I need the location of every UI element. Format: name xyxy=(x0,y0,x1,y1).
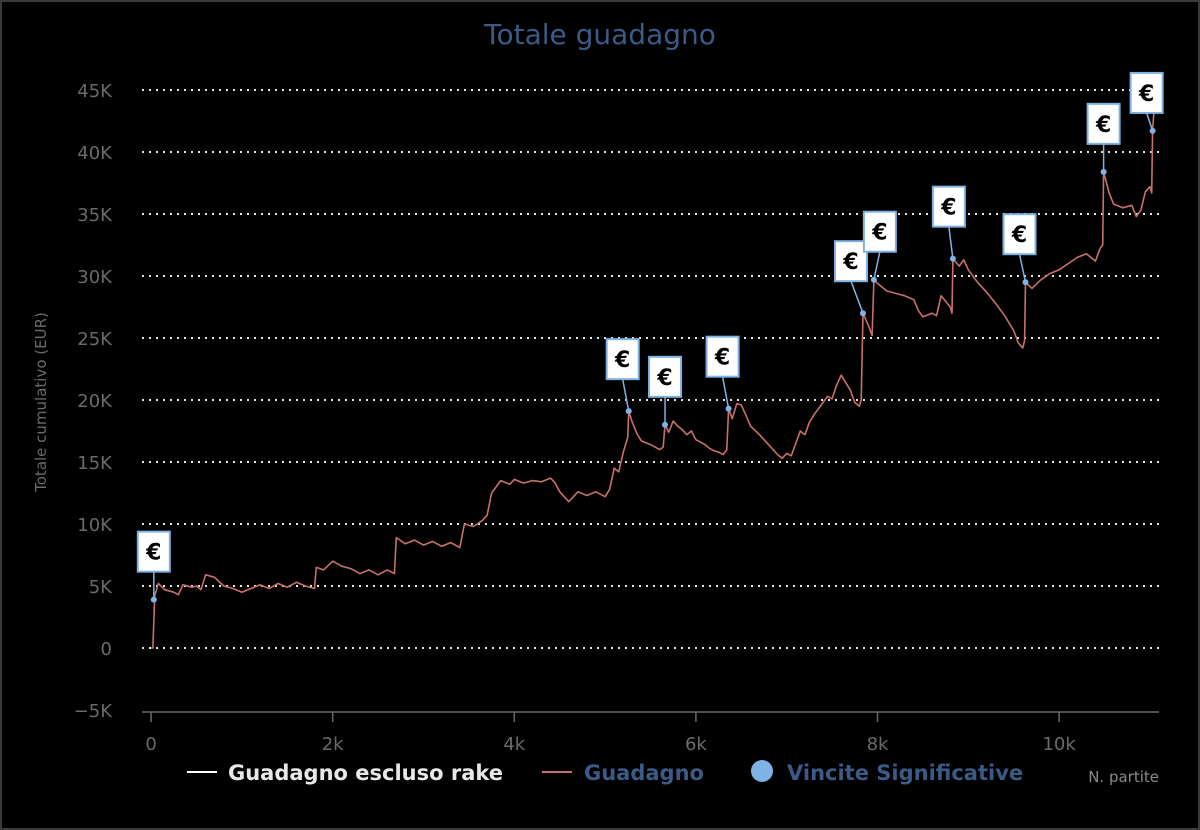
flag-label: € xyxy=(842,250,858,275)
plot-area: € € € € € € € € € € xyxy=(136,71,1164,649)
series-line-guadagno xyxy=(151,89,1159,649)
significant-win-point[interactable] xyxy=(625,408,632,415)
flag-label: € xyxy=(1011,223,1027,248)
significant-win-flag[interactable]: € xyxy=(1086,102,1121,175)
y-tick-label: 10K xyxy=(77,515,113,536)
significant-win-flag[interactable]: € xyxy=(605,338,640,415)
y-tick-label: 20K xyxy=(77,391,113,412)
y-tick-label: 0 xyxy=(101,639,112,660)
significant-win-point[interactable] xyxy=(150,596,157,603)
flag-box xyxy=(833,240,868,283)
flag-box xyxy=(1129,71,1164,114)
legend: Guadagno escluso rake Guadagno Vincite Sig… xyxy=(187,760,1023,785)
x-axis-title: N. partite xyxy=(1088,768,1159,786)
flag-label: € xyxy=(1138,82,1154,107)
significant-win-flag[interactable]: € xyxy=(648,355,683,428)
x-axis: 0 2k 4k 6k 8k 10k xyxy=(142,711,1159,755)
flag-connector xyxy=(850,280,864,314)
flag-connector xyxy=(1018,254,1027,283)
significant-win-point[interactable] xyxy=(870,276,877,283)
flag-connector xyxy=(721,376,730,409)
x-tick-label: 8k xyxy=(867,734,889,755)
legend-label[interactable]: Guadagno xyxy=(584,761,704,785)
x-tick-label: 0 xyxy=(145,734,156,755)
significant-win-point[interactable] xyxy=(1100,168,1107,175)
legend-label[interactable]: Vincite Significative xyxy=(787,761,1023,785)
flag-box xyxy=(1002,213,1037,256)
significant-win-flag[interactable]: € xyxy=(833,240,868,317)
y-axis: −5K 0 5K 10K 15K 20K 25K 30K 35K 40K 45K xyxy=(74,81,114,722)
y-tick-label: 35K xyxy=(77,205,113,226)
flag-box xyxy=(705,335,740,378)
x-tick-label: 2k xyxy=(322,734,344,755)
y-tick-label: 30K xyxy=(77,267,113,288)
significant-win-flag[interactable]: € xyxy=(931,185,966,262)
significant-win-flag[interactable]: € xyxy=(1002,213,1037,286)
flag-label: € xyxy=(871,221,887,246)
significant-win-point[interactable] xyxy=(1022,279,1029,286)
flag-connector xyxy=(621,379,630,412)
significant-win-flag[interactable]: € xyxy=(1129,71,1164,134)
flag-label: € xyxy=(614,348,630,373)
significant-win-flag[interactable]: € xyxy=(862,210,897,283)
significant-win-point[interactable] xyxy=(725,405,732,412)
flag-connector xyxy=(1145,112,1154,132)
legend-item[interactable]: Guadagno xyxy=(542,761,704,785)
significant-win-point[interactable] xyxy=(859,310,866,317)
flag-label: € xyxy=(940,196,956,221)
x-tick-label: 4k xyxy=(503,734,525,755)
legend-item[interactable]: Guadagno escluso rake xyxy=(187,761,503,785)
significant-win-flag[interactable]: € xyxy=(705,335,740,412)
y-tick-label: −5K xyxy=(74,701,114,722)
legend-item[interactable]: Vincite Significative xyxy=(751,760,1023,785)
chart-title: Totale guadagno xyxy=(483,18,716,51)
flag-label: € xyxy=(714,346,730,371)
significant-win-point[interactable] xyxy=(949,255,956,262)
y-tick-label: 5K xyxy=(89,577,113,598)
y-tick-label: 45K xyxy=(77,81,113,102)
flag-connector xyxy=(948,226,954,259)
x-tick-label: 10k xyxy=(1042,734,1076,755)
significant-win-flag[interactable]: € xyxy=(136,530,171,603)
y-tick-label: 25K xyxy=(77,329,113,350)
flag-box xyxy=(136,530,171,573)
flag-box xyxy=(648,355,683,398)
flag-label: € xyxy=(656,366,672,391)
grid xyxy=(142,89,1159,649)
y-axis-title: Totale cumulativo (EUR) xyxy=(32,312,50,493)
flag-label: € xyxy=(1095,113,1111,138)
significant-win-point[interactable] xyxy=(662,421,669,428)
flag-connector xyxy=(873,251,881,280)
flag-label: € xyxy=(145,541,161,566)
flag-box xyxy=(931,185,966,228)
flag-box xyxy=(605,338,640,381)
legend-dot-marker xyxy=(751,760,773,782)
x-tick-label: 6k xyxy=(685,734,707,755)
legend-label[interactable]: Guadagno escluso rake xyxy=(228,761,503,785)
significant-win-point[interactable] xyxy=(1149,127,1156,134)
flag-box xyxy=(1086,102,1121,145)
y-tick-label: 15K xyxy=(77,453,113,474)
y-tick-label: 40K xyxy=(77,143,113,164)
flag-box xyxy=(862,210,897,253)
